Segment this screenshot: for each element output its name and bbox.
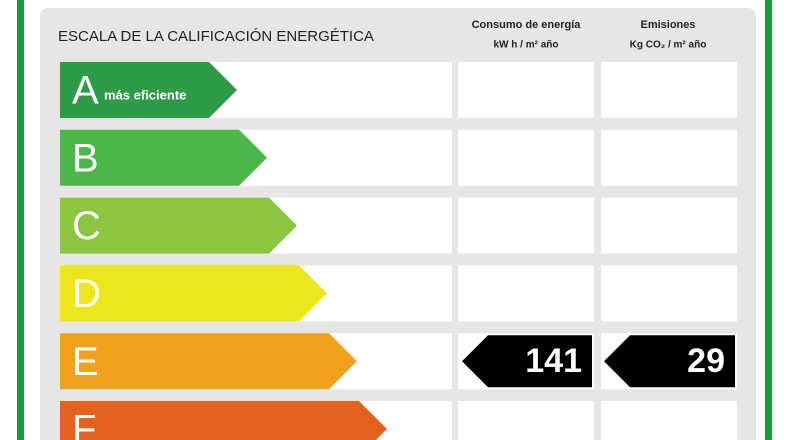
cell xyxy=(458,401,594,440)
rating-letter: F xyxy=(72,408,96,440)
cell xyxy=(458,265,594,322)
cell xyxy=(601,401,737,440)
border-left xyxy=(17,0,24,440)
rating-arrow xyxy=(60,62,237,118)
value-arrow xyxy=(462,335,592,388)
column-unit: Kg CO₂ / m² año xyxy=(630,40,707,51)
value-label: 29 xyxy=(687,342,725,380)
rating-arrow xyxy=(60,129,267,186)
rating-letter: D xyxy=(72,272,101,316)
cell xyxy=(458,129,594,186)
rating-letter: B xyxy=(72,136,99,180)
rating-arrow xyxy=(60,265,327,322)
column-title: Emisiones xyxy=(640,19,695,31)
rating-arrow xyxy=(60,401,387,440)
rating-arrow xyxy=(60,197,297,254)
rating-note: más eficiente xyxy=(104,87,186,102)
cell xyxy=(601,129,737,186)
cell xyxy=(458,197,594,254)
cell xyxy=(458,62,594,118)
rating-letter: C xyxy=(72,204,101,248)
rating-letter: E xyxy=(72,340,99,384)
rating-letter: A xyxy=(72,69,99,113)
cell xyxy=(601,197,737,254)
value-arrow xyxy=(604,335,735,388)
rating-arrow xyxy=(60,333,357,390)
column-unit: kW h / m² año xyxy=(494,40,559,51)
cell xyxy=(601,265,737,322)
border-right xyxy=(765,0,772,440)
column-title: Consumo de energía xyxy=(472,19,582,31)
header-title: ESCALA DE LA CALIFICACIÓN ENERGÉTICA xyxy=(58,28,374,45)
cell xyxy=(601,62,737,118)
value-label: 141 xyxy=(525,342,582,380)
